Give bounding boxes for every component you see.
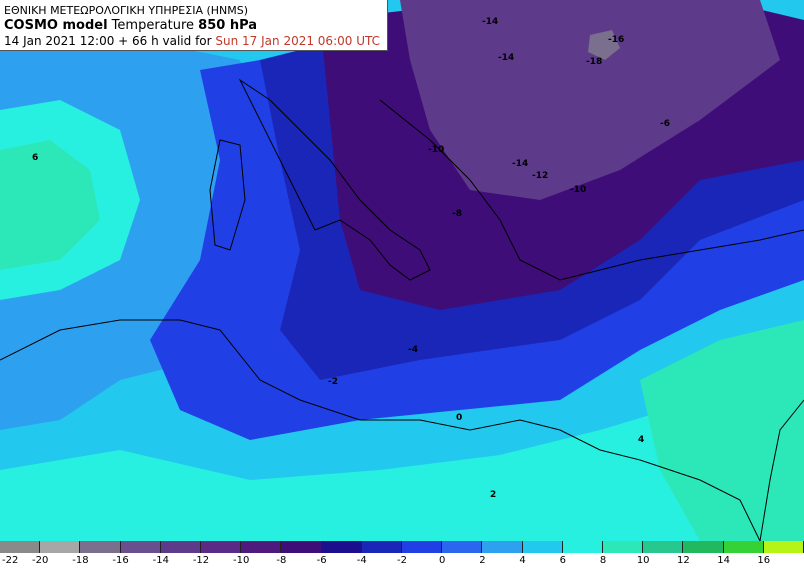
pressure-level: 850 hPa	[198, 18, 258, 33]
temperature-colorbar: -22 -20 -18 -16 -14 -12 -10 -8 -6 -4 -2 0 2 4 6 8 10 12 14…	[0, 541, 804, 571]
isotherm-label: -14	[482, 17, 498, 27]
colorbar-label: 14	[717, 555, 730, 566]
isotherm-label: -2	[328, 377, 338, 387]
colorbar-swatch	[80, 541, 121, 553]
colorbar-label: 0	[439, 555, 446, 566]
colorbar-swatch	[442, 541, 483, 553]
colorbar-label: 8	[599, 555, 607, 566]
field-teal-west	[0, 140, 100, 270]
isotherm-label: -4	[408, 345, 418, 355]
isotherm-labels: -16 -18 -14 -14 -14 -12 -10 -10 -8 -6 -4…	[32, 17, 670, 500]
field-aqua-south	[0, 360, 804, 541]
colorbar-swatch	[643, 541, 684, 553]
isotherm-label: 2	[490, 490, 496, 500]
colorbar-labels: -22 -20 -18 -16 -14 -12 -10 -8 -6 -4 -2 0 2 4 6 8 10 12 14…	[0, 555, 804, 571]
isotherm-label: 0	[456, 413, 462, 423]
isotherm-label: -6	[660, 119, 670, 129]
colorbar-swatches	[0, 541, 804, 553]
agency-name: ΕΘΝΙΚΗ ΜΕΤΕΩΡΟΛΟΓΙΚΗ ΥΠΗΡΕΣΙΑ (HNMS)	[4, 4, 249, 17]
colorbar-swatch	[522, 541, 563, 553]
field-coldest-spot	[588, 30, 620, 60]
colorbar-swatch	[603, 541, 644, 553]
colorbar-swatch	[321, 541, 362, 553]
isotherm-label: -10	[428, 145, 444, 155]
field-very-cold-core	[400, 0, 780, 200]
colorbar-swatch	[201, 541, 242, 553]
colorbar-swatch	[361, 541, 403, 553]
colorbar-swatch	[562, 541, 604, 553]
valid-time: Sun 17 Jan 2021 06:00 UTC	[215, 34, 380, 48]
map-title: COSMO model Temperature 850 hPa	[4, 18, 385, 34]
isotherm-label: -8	[452, 209, 462, 219]
colorbar-swatch	[281, 541, 322, 553]
temperature-map: -16 -18 -14 -14 -14 -12 -10 -10 -8 -6 -4…	[0, 0, 804, 541]
colorbar-label: -10	[233, 555, 250, 566]
colorbar-label: 6	[559, 555, 566, 566]
coastline-levant	[759, 399, 804, 541]
colorbar-label: -18	[72, 555, 89, 566]
colorbar-label: -12	[192, 555, 210, 566]
colorbar-label: -14	[152, 555, 169, 566]
colorbar-label: -6	[316, 555, 327, 566]
isotherm-label: 4	[638, 435, 644, 445]
isotherm-label: -12	[532, 171, 548, 181]
colorbar-swatch	[402, 541, 443, 553]
colorbar-label: -22	[2, 555, 19, 566]
isotherm-label: -16	[608, 35, 624, 45]
field-teal-east	[640, 320, 804, 541]
colorbar-swatch	[40, 541, 81, 553]
colorbar-swatch	[0, 541, 41, 553]
parameter-name: Temperature	[111, 18, 195, 33]
isotherm-label: -14	[512, 159, 528, 169]
colorbar-label: 4	[519, 555, 526, 566]
model-name: COSMO model	[4, 18, 108, 33]
coastline-italy	[238, 78, 431, 281]
colorbar-swatch	[120, 541, 161, 553]
isotherm-label: 6	[32, 153, 38, 163]
forecast-time: 14 Jan 2021 12:00 + 66 h valid for Sun 1…	[4, 34, 385, 49]
colorbar-swatch	[241, 541, 282, 553]
colorbar-label: -4	[356, 555, 367, 566]
coastline-balkans	[379, 99, 804, 281]
colorbar-label: -2	[397, 555, 407, 566]
colorbar-label: 16	[757, 555, 771, 566]
colorbar-label: 12	[677, 555, 690, 566]
isotherm-label: -10	[570, 185, 586, 195]
colorbar-swatch	[482, 541, 523, 553]
colorbar-label: -20	[32, 555, 49, 566]
colorbar-label: 10	[636, 555, 650, 566]
colorbar-swatch	[160, 541, 202, 553]
colorbar-label: -8	[276, 555, 287, 566]
colorbar-swatch	[763, 541, 804, 553]
colorbar-swatch	[723, 541, 764, 553]
colorbar-label: 2	[479, 555, 486, 566]
isotherm-label: -18	[586, 57, 602, 67]
coastline-sardinia	[209, 139, 246, 251]
colorbar-swatch	[683, 541, 724, 553]
coastline-north-africa	[0, 319, 761, 541]
isotherm-label: -14	[498, 53, 514, 63]
run-time: 14 Jan 2021 12:00 + 66 h valid for	[4, 34, 212, 48]
colorbar-label: -16	[112, 555, 129, 566]
map-header: ΕΘΝΙΚΗ ΜΕΤΕΩΡΟΛΟΓΙΚΗ ΥΠΗΡΕΣΙΑ (HNMS) COS…	[0, 0, 388, 51]
